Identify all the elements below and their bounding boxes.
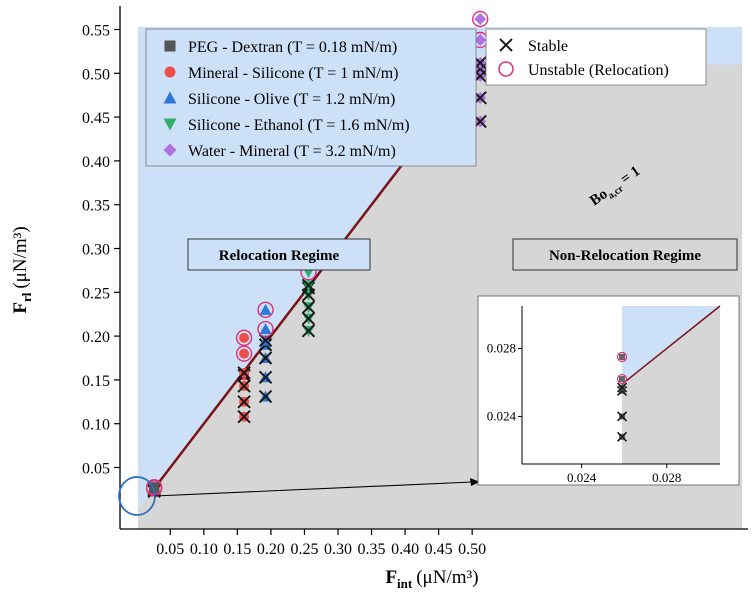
y-tick-label: 0.15 bbox=[82, 373, 110, 390]
zoom-arrow bbox=[154, 481, 473, 497]
stable-x-marker bbox=[258, 351, 273, 365]
unstable-point-fill bbox=[259, 303, 272, 315]
stable-x-marker bbox=[258, 389, 273, 404]
y-tick-label: 0.20 bbox=[82, 329, 110, 346]
inset-ticks: 0.024 0.028 0.024 0.028 bbox=[487, 340, 682, 485]
x-tick-label: 0.40 bbox=[391, 541, 419, 558]
inset-critical-line bbox=[621, 305, 721, 385]
stable-x-marker bbox=[237, 366, 251, 380]
x-axis-title-unit: (μN/m³) bbox=[416, 567, 478, 588]
legend-series-label: PEG - Dextran (T = 0.18 mN/m) bbox=[188, 39, 397, 56]
y-tick-label: 0.25 bbox=[82, 285, 110, 302]
unstable-ring-marker bbox=[235, 329, 253, 347]
y-axis-title-unit: (μN/m³) bbox=[10, 226, 31, 288]
inset-y-tick-label: 0.028 bbox=[487, 340, 516, 355]
series-legend: PEG - Dextran (T = 0.18 mN/m) Mineral - S… bbox=[145, 28, 477, 167]
inset-x-tick-label: 0.028 bbox=[652, 470, 681, 485]
legend-x-icon bbox=[499, 38, 513, 52]
inset-x-tick-label: 0.024 bbox=[567, 470, 597, 485]
x-tick-label: 0.15 bbox=[223, 541, 251, 558]
x-tick-label: 0.20 bbox=[257, 541, 285, 558]
y-tick-label: 0.30 bbox=[82, 242, 110, 259]
legend-series-label: Silicone - Olive (T = 1.2 mN/m) bbox=[188, 91, 395, 108]
legend-unstable-label: Unstable (Relocation) bbox=[528, 62, 669, 79]
stable-x-marker bbox=[237, 395, 251, 409]
legend-marker bbox=[163, 91, 177, 104]
x-tick-label: 0.50 bbox=[458, 541, 486, 558]
stable-x-marker bbox=[616, 411, 628, 422]
stable-x-marker bbox=[237, 379, 251, 393]
x-tick-label: 0.05 bbox=[156, 541, 184, 558]
stable-x-marker bbox=[258, 370, 273, 384]
x-tick-label: 0.25 bbox=[290, 541, 318, 558]
legend-open-circle-icon bbox=[498, 61, 514, 77]
legend-marker bbox=[163, 118, 177, 131]
svg-text:Non-Relocation Regime: Non-Relocation Regime bbox=[549, 248, 701, 264]
y-axis-title-sub: rl bbox=[19, 292, 34, 302]
svg-text:Relocation Regime: Relocation Regime bbox=[219, 248, 340, 264]
unstable-ring-marker bbox=[472, 10, 489, 28]
legend-marker bbox=[164, 40, 176, 52]
status-legend: Stable Unstable (Relocation) bbox=[485, 28, 707, 86]
series-legend-box bbox=[145, 28, 477, 167]
inset-y-tick-label: 0.024 bbox=[487, 408, 517, 423]
y-tick-label: 0.45 bbox=[82, 110, 110, 127]
y-axis-title-main: F bbox=[10, 302, 31, 314]
inset-unstable-point-fill bbox=[619, 353, 626, 360]
non-relocation-regime-label: Non-Relocation Regime bbox=[512, 238, 738, 271]
x-axis-title: Fint (μN/m³) bbox=[385, 567, 478, 591]
unstable-ring-marker bbox=[257, 301, 274, 319]
y-tick-label: 0.10 bbox=[82, 417, 110, 434]
inset-stable-region bbox=[622, 306, 720, 464]
stable-x-marker bbox=[237, 409, 251, 424]
stable-x-marker bbox=[301, 311, 316, 326]
axes: 0.05 0.10 0.15 0.20 0.25 0.30 0.35 0.40 0.45 0.50… bbox=[82, 6, 748, 558]
legend-marker bbox=[163, 143, 177, 157]
inset-plot: 0.024 0.028 0.024 0.028 bbox=[477, 295, 740, 486]
x-axis-title-main: F bbox=[385, 567, 397, 588]
legend-series-label: Mineral - Silicone (T = 1 mN/m) bbox=[188, 65, 398, 82]
status-legend-box bbox=[485, 28, 707, 86]
legend-marker bbox=[164, 66, 176, 78]
legend-series-label: Silicone - Ethanol (T = 1.6 mN/m) bbox=[188, 117, 410, 134]
unstable-point-fill bbox=[239, 332, 250, 343]
stable-x-marker bbox=[301, 300, 316, 314]
stable-x-marker bbox=[258, 333, 273, 348]
stable-x-marker bbox=[301, 278, 316, 292]
stable-x-marker bbox=[616, 431, 628, 442]
unstable-point-fill bbox=[149, 482, 160, 493]
y-tick-label: 0.50 bbox=[82, 66, 110, 83]
unstable-point-fill bbox=[239, 348, 250, 359]
relocation-regime-label: Relocation Regime bbox=[187, 238, 371, 271]
y-axis-title: Frl (μN/m³) bbox=[10, 226, 34, 313]
unstable-point-fill bbox=[474, 12, 487, 25]
stable-x-marker bbox=[301, 324, 316, 338]
x-ticks: 0.05 0.10 0.15 0.20 0.25 0.30 0.35 0.40 0.45 0.50 bbox=[156, 529, 486, 558]
unstable-ring-marker bbox=[235, 345, 253, 362]
unstable-ring-marker bbox=[257, 320, 274, 338]
unstable-point-fill bbox=[474, 34, 487, 47]
unstable-point-fill bbox=[259, 323, 272, 335]
zoom-arrowhead bbox=[470, 478, 480, 486]
inset-markers bbox=[616, 351, 628, 442]
inset-unstable-point-fill bbox=[619, 376, 626, 383]
stable-x-marker bbox=[616, 382, 628, 393]
y-tick-label: 0.55 bbox=[82, 23, 110, 40]
x-tick-label: 0.10 bbox=[190, 541, 218, 558]
x-tick-label: 0.30 bbox=[324, 541, 352, 558]
legend-stable-label: Stable bbox=[528, 38, 568, 55]
inset-unstable-ring-marker bbox=[616, 351, 628, 363]
x-tick-label: 0.35 bbox=[358, 541, 386, 558]
y-ticks: 0.05 0.10 0.15 0.20 0.25 0.30 0.35 0.40 0.45 0.50… bbox=[82, 23, 120, 478]
legend-series-label: Water - Mineral (T = 3.2 mN/m) bbox=[188, 143, 396, 160]
x-tick-label: 0.45 bbox=[425, 541, 453, 558]
y-tick-label: 0.40 bbox=[82, 154, 110, 171]
y-tick-label: 0.35 bbox=[82, 198, 110, 215]
y-tick-label: 0.05 bbox=[82, 461, 110, 478]
inset-unstable-ring-marker bbox=[616, 373, 628, 385]
x-axis-title-sub: int bbox=[397, 576, 413, 591]
